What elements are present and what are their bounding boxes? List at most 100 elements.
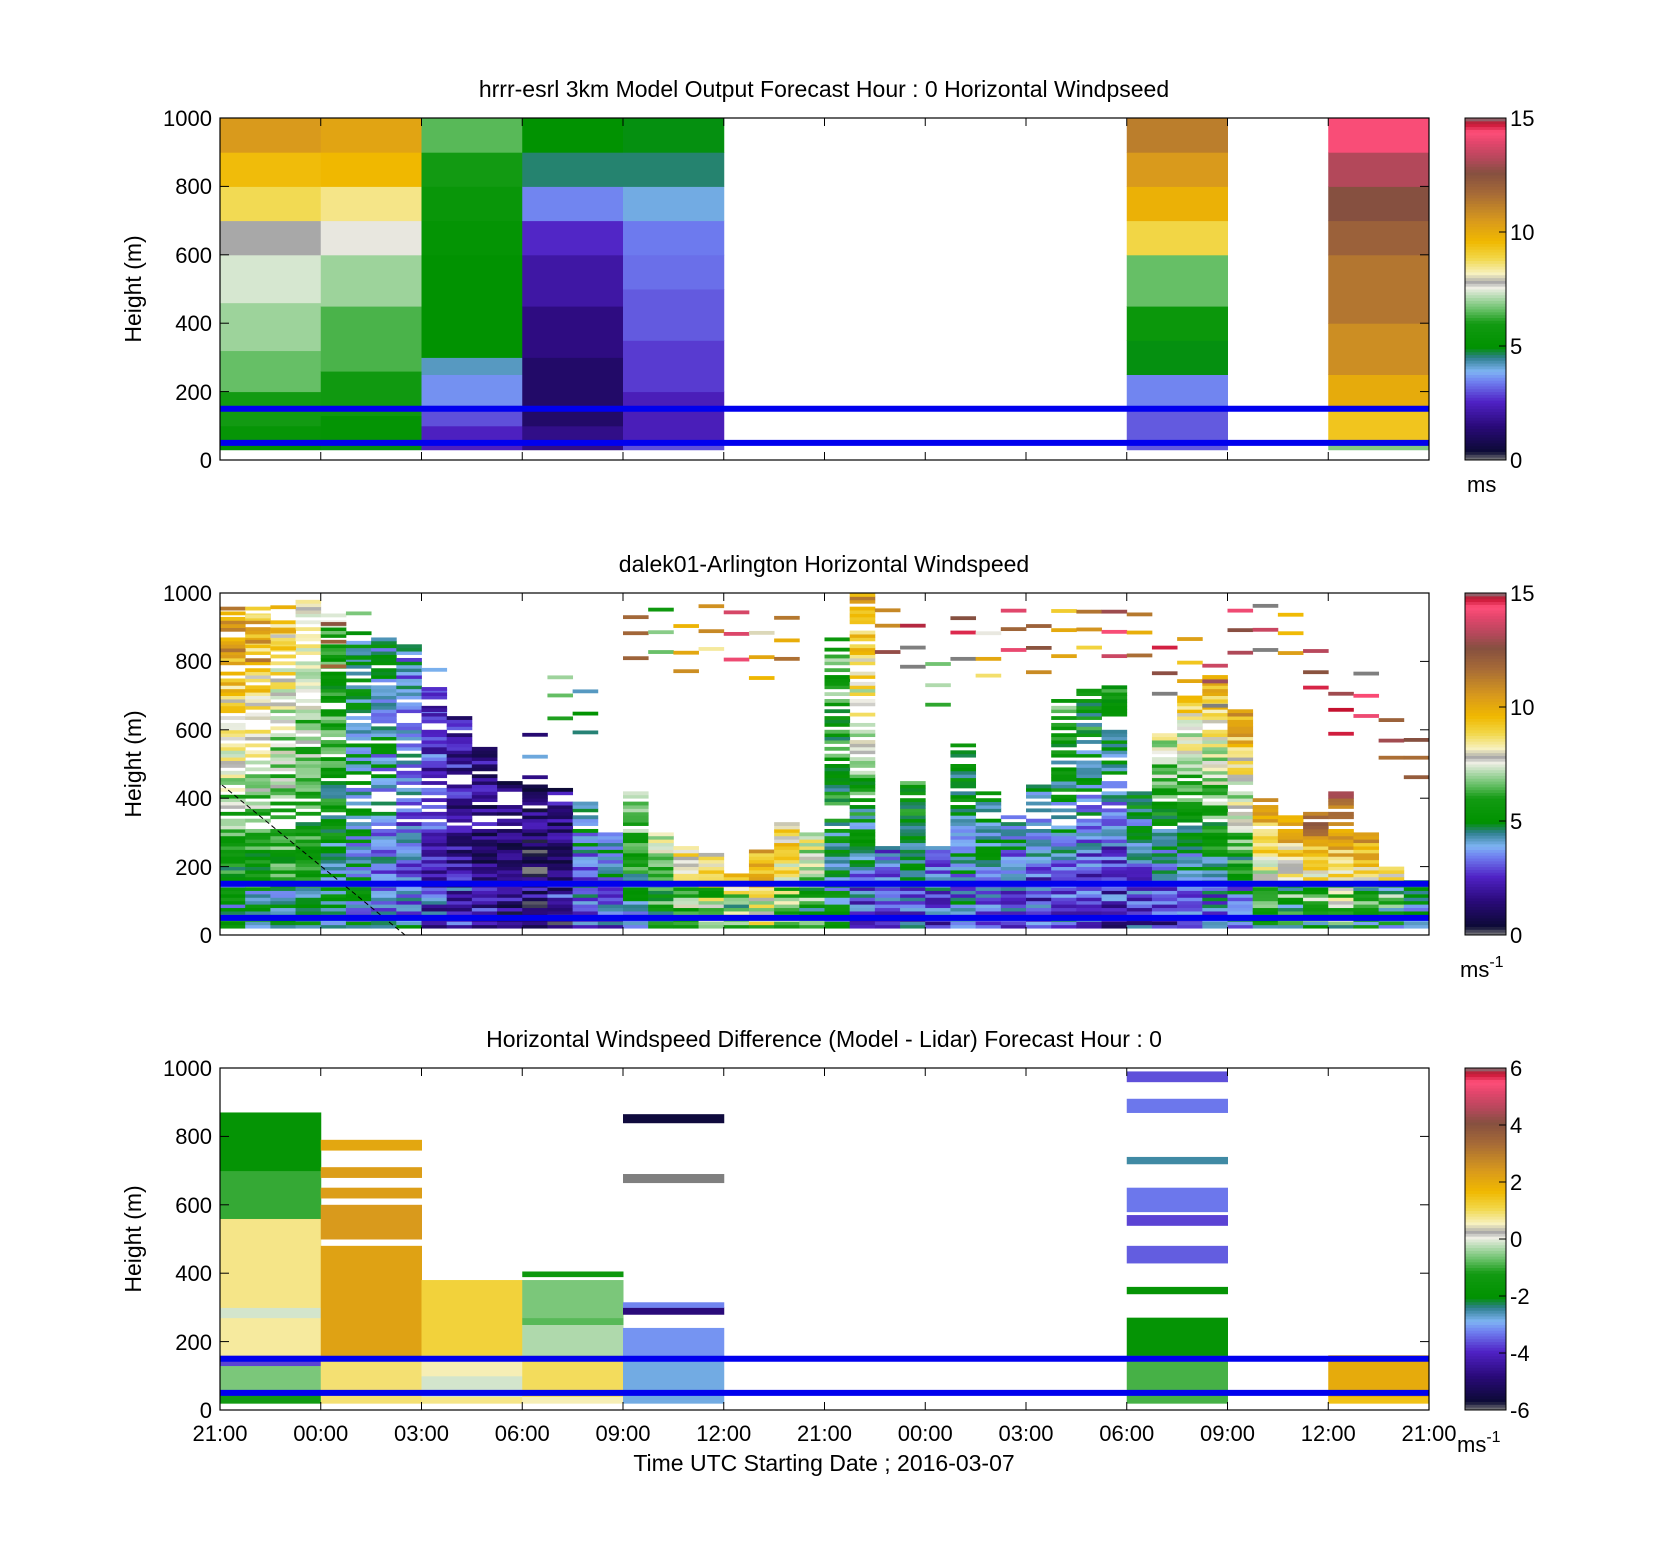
heatmap-cell xyxy=(371,743,397,748)
heatmap-cell xyxy=(396,798,422,803)
heatmap-cell xyxy=(345,709,372,714)
heatmap-cell xyxy=(522,893,548,898)
colorbar-segment xyxy=(1465,442,1506,447)
heatmap-cell xyxy=(371,647,397,652)
heatmap-cell xyxy=(1328,408,1429,440)
heatmap-cell xyxy=(1026,839,1052,844)
heatmap-cell xyxy=(421,921,448,926)
heatmap-cell xyxy=(320,870,347,874)
heatmap-cell xyxy=(1202,743,1228,748)
colorbar-segment xyxy=(1465,1290,1506,1294)
heatmap-cell xyxy=(1177,753,1203,758)
heatmap-cell xyxy=(245,736,271,741)
heatmap-cell xyxy=(925,893,951,898)
heatmap-cell xyxy=(1177,750,1203,755)
heatmap-cell xyxy=(623,907,649,912)
colorbar-segment xyxy=(1465,1176,1506,1180)
heatmap-cell xyxy=(1177,740,1203,744)
heatmap-cell xyxy=(396,849,422,854)
heatmap-cell xyxy=(975,835,1002,840)
heatmap-cell xyxy=(270,876,296,881)
heatmap-cell xyxy=(648,842,674,847)
heatmap-cell xyxy=(824,637,851,642)
heatmap-cell xyxy=(1051,863,1077,867)
colorbar-tick-label: -4 xyxy=(1510,1341,1530,1366)
heatmap-cell xyxy=(497,811,523,816)
heatmap-cell xyxy=(849,675,876,679)
colorbar-segment xyxy=(1465,823,1506,828)
heatmap-cell xyxy=(270,863,296,867)
heatmap-cell xyxy=(270,668,296,673)
heatmap-cell xyxy=(1227,900,1254,905)
heatmap-cell xyxy=(421,687,448,691)
heatmap-cell xyxy=(396,846,422,850)
heatmap-cell xyxy=(572,866,599,871)
colorbar-unit: ms-1 xyxy=(1457,1429,1501,1457)
heatmap-cell xyxy=(849,774,876,779)
heatmap-cell xyxy=(345,657,372,662)
heatmap-cell xyxy=(371,870,397,874)
heatmap-cell xyxy=(421,757,448,761)
heatmap-cell xyxy=(1026,822,1052,826)
heatmap-cell xyxy=(1177,679,1203,684)
heatmap-cell xyxy=(295,671,322,676)
heatmap-cell xyxy=(900,791,926,796)
heatmap-cell xyxy=(522,866,548,871)
heatmap-cell xyxy=(270,661,296,666)
heatmap-cell xyxy=(396,644,422,649)
heatmap-cell xyxy=(1252,846,1279,850)
heatmap-cell xyxy=(295,873,322,878)
heatmap-cell xyxy=(396,664,422,669)
colorbar-segment xyxy=(1465,1179,1506,1183)
heatmap-cell xyxy=(799,835,825,840)
heatmap-cell xyxy=(774,615,800,620)
heatmap-cell xyxy=(1303,873,1329,878)
colorbar-segment xyxy=(1465,1076,1506,1080)
heatmap-cell xyxy=(673,852,699,857)
heatmap-cell xyxy=(824,753,851,758)
heatmap-cell xyxy=(1353,890,1380,895)
heatmap-cell xyxy=(320,712,347,717)
heatmap-cell xyxy=(220,757,246,761)
heatmap-cell xyxy=(220,921,246,926)
heatmap-cell xyxy=(1101,835,1128,840)
heatmap-cell xyxy=(874,893,901,898)
heatmap-cell xyxy=(522,1280,624,1319)
heatmap-cell xyxy=(421,904,448,909)
colorbar-segment xyxy=(1465,843,1506,848)
heatmap-cell xyxy=(824,709,851,714)
heatmap-cell xyxy=(748,849,775,854)
heatmap-cell xyxy=(1000,815,1027,820)
heatmap-cell xyxy=(371,736,397,741)
heatmap-cell xyxy=(723,904,750,909)
heatmap-cell xyxy=(471,811,498,816)
colorbar-segment xyxy=(1465,1381,1506,1385)
heatmap-cell xyxy=(1202,876,1228,881)
heatmap-cell xyxy=(1151,791,1178,796)
heatmap-cell xyxy=(1051,722,1077,727)
heatmap-cell xyxy=(1126,900,1153,905)
heatmap-cell xyxy=(245,784,271,789)
heatmap-cell xyxy=(849,921,876,926)
heatmap-cell xyxy=(975,859,1002,864)
heatmap-cell xyxy=(421,835,448,840)
heatmap-cell xyxy=(1303,893,1329,898)
heatmap-cell xyxy=(547,890,574,895)
colorbar-segment xyxy=(1465,229,1506,233)
heatmap-cell xyxy=(950,764,977,768)
heatmap-cell xyxy=(295,603,322,608)
heatmap-cell xyxy=(471,873,498,878)
heatmap-cell xyxy=(345,859,372,864)
heatmap-cell xyxy=(1000,856,1027,861)
heatmap-cell xyxy=(1177,764,1203,768)
heatmap-cell xyxy=(950,907,977,912)
heatmap-cell xyxy=(698,900,725,905)
heatmap-cells xyxy=(220,1071,1429,1404)
colorbar-segment xyxy=(1465,1310,1506,1314)
heatmap-cell xyxy=(874,924,901,929)
heatmap-cell xyxy=(320,685,347,690)
heatmap-cell xyxy=(673,846,699,850)
heatmap-cell xyxy=(1202,784,1228,789)
heatmap-cell xyxy=(1126,306,1228,341)
heatmap-cell xyxy=(320,887,347,891)
